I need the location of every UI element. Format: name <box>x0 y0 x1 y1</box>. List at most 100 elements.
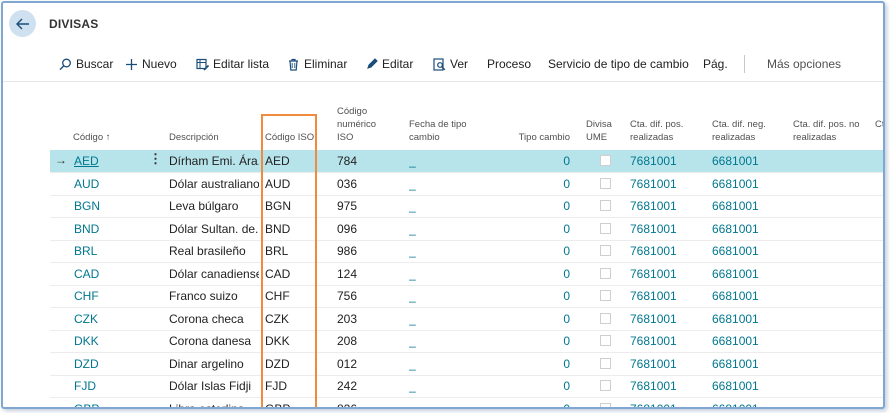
cell-pos-realized[interactable]: 7681001 <box>630 266 677 281</box>
col-header-tipo[interactable]: Tipo cambio <box>518 132 570 143</box>
edit-button[interactable]: Editar <box>366 57 413 71</box>
table-row[interactable]: CZK Corona checa CZK 203 _ 0 7681001 6681001 <box>50 308 883 331</box>
cell-exchange-rate[interactable]: 0 <box>563 221 570 236</box>
col-header-codigo[interactable]: Código ↑ <box>73 131 111 144</box>
cell-pos-realized[interactable]: 7681001 <box>630 221 677 236</box>
table-row[interactable]: AUD Dólar australiano AUD 036 _ 0 7681001 66810… <box>50 173 883 196</box>
cell-pos-realized[interactable]: 7681001 <box>630 154 677 168</box>
cell-pos-realized[interactable]: 7681001 <box>630 199 677 213</box>
cell-pos-realized[interactable]: 7681001 <box>630 176 677 191</box>
col-header-iso[interactable]: Código ISO <box>265 132 315 143</box>
cell-exchange-rate[interactable]: 0 <box>563 244 570 258</box>
cell-pos-realized[interactable]: 7681001 <box>630 401 677 409</box>
exchange-rate-service-menu[interactable]: Servicio de tipo de cambio <box>548 57 689 71</box>
cell-ume-checkbox[interactable] <box>600 267 611 279</box>
col-header-neg-no-realizadas[interactable]: Cta. dif. neg. no r <box>875 119 885 130</box>
cell-exchange-date[interactable]: _ <box>409 266 416 281</box>
table-row[interactable]: DKK Corona danesa DKK 208 _ 0 7681001 6681001 <box>50 330 883 353</box>
new-button[interactable]: Nuevo <box>125 57 177 71</box>
cell-ume-checkbox[interactable] <box>600 357 611 369</box>
page-menu[interactable]: Pág. <box>703 57 728 71</box>
col-header-numerico[interactable]: Código numérico ISO <box>337 106 377 143</box>
cell-ume-checkbox[interactable] <box>600 200 611 211</box>
cell-ume-checkbox[interactable] <box>600 402 611 407</box>
cell-exchange-date[interactable]: _ <box>409 379 416 393</box>
cell-ume-checkbox[interactable] <box>600 312 611 324</box>
cell-code[interactable]: CZK <box>74 311 98 326</box>
cell-exchange-rate[interactable]: 0 <box>563 356 570 371</box>
delete-button[interactable]: Eliminar <box>287 57 347 71</box>
cell-neg-realized[interactable]: 6681001 <box>712 334 759 348</box>
cell-ume-checkbox[interactable] <box>600 290 611 301</box>
cell-exchange-date[interactable]: _ <box>409 311 416 326</box>
cell-exchange-rate[interactable]: 0 <box>563 311 570 326</box>
cell-pos-realized[interactable]: 7681001 <box>630 334 677 348</box>
cell-exchange-rate[interactable]: 0 <box>563 266 570 281</box>
cell-neg-realized[interactable]: 6681001 <box>712 176 759 191</box>
cell-pos-realized[interactable]: 7681001 <box>630 244 677 258</box>
cell-exchange-date[interactable]: _ <box>409 221 416 236</box>
cell-neg-realized[interactable]: 6681001 <box>712 289 759 303</box>
cell-exchange-rate[interactable]: 0 <box>563 401 570 409</box>
cell-ume-checkbox[interactable] <box>600 335 611 346</box>
table-row[interactable]: CHF Franco suizo CHF 756 _ 0 7681001 6681001 <box>50 285 883 308</box>
cell-ume-checkbox[interactable] <box>600 177 611 189</box>
table-row[interactable]: AED Dírham Emi. Ára... AED 784 _ 0 7681001 6681… <box>50 150 883 173</box>
col-header-fecha[interactable]: Fecha de tipo cambio <box>409 119 467 143</box>
cell-exchange-date[interactable]: _ <box>409 176 416 191</box>
view-button[interactable]: Ver <box>433 57 468 71</box>
cell-code[interactable]: AED <box>74 154 99 168</box>
cell-code[interactable]: GBP <box>74 401 100 409</box>
cell-exchange-rate[interactable]: 0 <box>563 199 570 213</box>
cell-exchange-date[interactable]: _ <box>409 289 416 303</box>
cell-pos-realized[interactable]: 7681001 <box>630 289 677 303</box>
col-header-descripcion[interactable]: Descripción <box>169 132 219 143</box>
table-row[interactable]: CAD Dólar canadiense CAD 124 _ 0 7681001 668100… <box>50 263 883 286</box>
cell-neg-realized[interactable]: 6681001 <box>712 311 759 326</box>
cell-exchange-date[interactable]: _ <box>409 199 416 213</box>
cell-neg-realized[interactable]: 6681001 <box>712 199 759 213</box>
cell-exchange-date[interactable]: _ <box>409 154 416 168</box>
cell-neg-realized[interactable]: 6681001 <box>712 221 759 236</box>
cell-pos-realized[interactable]: 7681001 <box>630 356 677 371</box>
cell-exchange-rate[interactable]: 0 <box>563 289 570 303</box>
col-header-pos-no-realizadas[interactable]: Cta. dif. pos. no realizadas <box>793 119 860 143</box>
cell-code[interactable]: CHF <box>74 289 99 303</box>
cell-ume-checkbox[interactable] <box>600 155 611 166</box>
cell-exchange-rate[interactable]: 0 <box>563 176 570 191</box>
cell-code[interactable]: BGN <box>74 199 101 213</box>
table-row[interactable]: BGN Leva búlgaro BGN 975 _ 0 7681001 6681001 <box>50 195 883 218</box>
table-row[interactable]: DZD Dinar argelino DZD 012 _ 0 7681001 6681001 <box>50 353 883 376</box>
col-header-pos-realizadas[interactable]: Cta. dif. pos. realizadas <box>630 119 684 143</box>
cell-neg-realized[interactable]: 6681001 <box>712 244 759 258</box>
cell-code[interactable]: BND <box>74 221 100 236</box>
table-row[interactable]: BRL Real brasileño BRL 986 _ 0 7681001 6681001 <box>50 240 883 263</box>
cell-exchange-rate[interactable]: 0 <box>563 154 570 168</box>
cell-neg-realized[interactable]: 6681001 <box>712 266 759 281</box>
cell-exchange-rate[interactable]: 0 <box>563 379 570 393</box>
back-button[interactable] <box>9 10 36 37</box>
cell-ume-checkbox[interactable] <box>600 245 611 256</box>
process-menu[interactable]: Proceso <box>487 57 531 71</box>
cell-exchange-date[interactable]: _ <box>409 244 416 258</box>
cell-exchange-date[interactable]: _ <box>409 334 416 348</box>
table-row[interactable]: GBP Libra esterlina GBP 826 _ 0 7681001 6681001 <box>50 398 883 409</box>
table-row[interactable]: FJD Dólar Islas Fidji FJD 242 _ 0 7681001 66810… <box>50 375 883 398</box>
cell-ume-checkbox[interactable] <box>600 380 611 391</box>
more-options-button[interactable]: Más opciones <box>767 57 841 71</box>
cell-code[interactable]: DKK <box>74 334 99 348</box>
cell-neg-realized[interactable]: 6681001 <box>712 379 759 393</box>
search-button[interactable]: Buscar <box>59 57 113 71</box>
cell-neg-realized[interactable]: 6681001 <box>712 401 759 409</box>
table-row[interactable]: BND Dólar Sultan. de... BND 096 _ 0 7681001 668… <box>50 218 883 241</box>
cell-code[interactable]: AUD <box>74 176 100 191</box>
cell-exchange-rate[interactable]: 0 <box>563 334 570 348</box>
edit-list-button[interactable]: Editar lista <box>196 57 269 71</box>
cell-pos-realized[interactable]: 7681001 <box>630 311 677 326</box>
cell-code[interactable]: BRL <box>74 244 98 258</box>
cell-code[interactable]: DZD <box>74 356 99 371</box>
col-header-divisa-ume[interactable]: Divisa UME <box>586 119 612 143</box>
col-header-neg-realizadas[interactable]: Cta. dif. neg. realizadas <box>712 119 766 143</box>
cell-neg-realized[interactable]: 6681001 <box>712 356 759 371</box>
row-actions-ellipsis-icon[interactable]: ⋮ <box>149 151 162 166</box>
